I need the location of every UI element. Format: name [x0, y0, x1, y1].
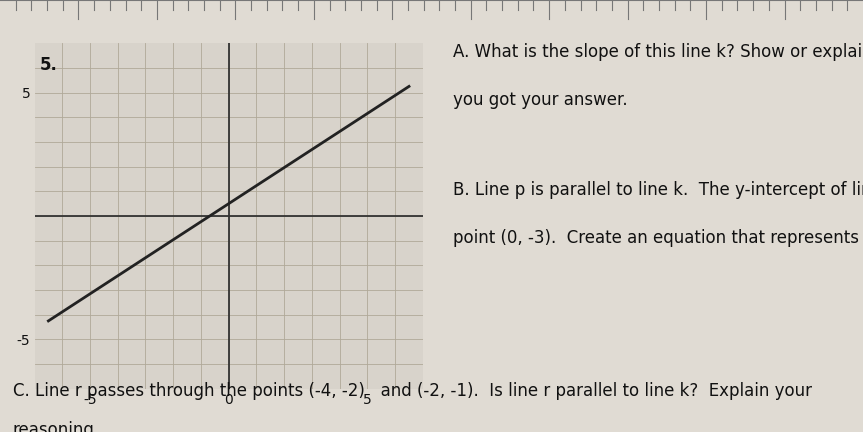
Text: point (0, -3).  Create an equation that represents line p.: point (0, -3). Create an equation that r… [453, 229, 863, 247]
Text: you got your answer.: you got your answer. [453, 91, 627, 109]
Text: A. What is the slope of this line k? Show or explain how: A. What is the slope of this line k? Sho… [453, 43, 863, 61]
Text: 5.: 5. [40, 56, 58, 73]
Text: reasoning.: reasoning. [13, 421, 100, 432]
Text: B. Line p is parallel to line k.  The y-intercept of line p is the: B. Line p is parallel to line k. The y-i… [453, 181, 863, 200]
Text: C. Line r passes through the points (-4, -2)   and (-2, -1).  Is line r parallel: C. Line r passes through the points (-4,… [13, 382, 812, 400]
